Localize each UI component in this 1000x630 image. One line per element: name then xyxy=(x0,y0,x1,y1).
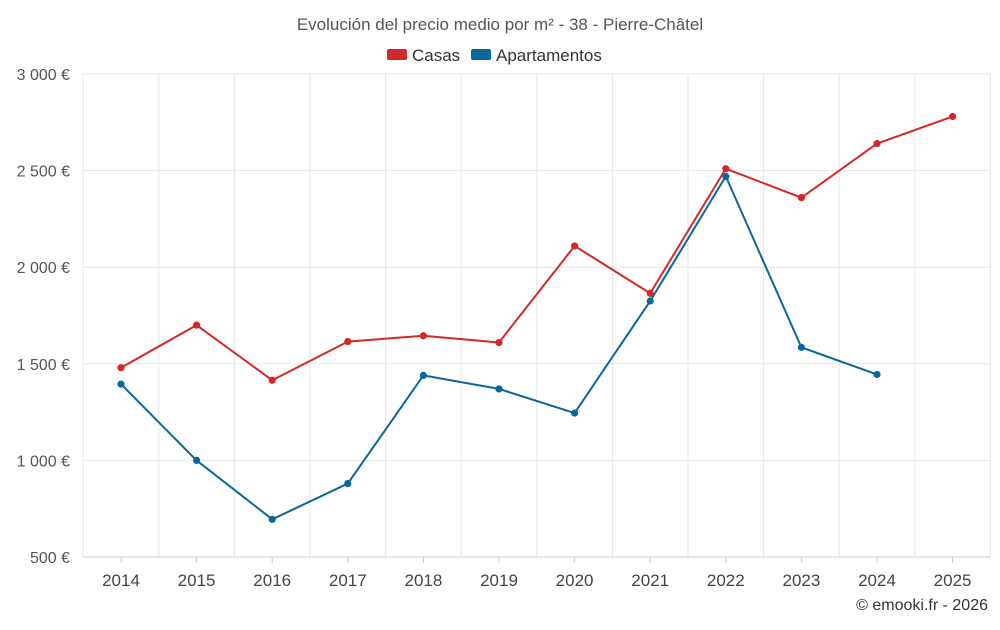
data-point-casas[interactable] xyxy=(419,332,427,340)
x-tick-label: 2024 xyxy=(858,571,896,590)
chart-title: Evolución del precio medio por m² - 38 -… xyxy=(297,15,703,34)
data-point-casas[interactable] xyxy=(193,321,201,329)
data-point-apartamentos[interactable] xyxy=(722,172,730,180)
legend-label-apartamentos: Apartamentos xyxy=(496,46,602,65)
x-tick-label: 2022 xyxy=(707,571,745,590)
x-tick-label: 2015 xyxy=(178,571,216,590)
y-tick-label: 2 000 € xyxy=(17,260,70,277)
data-point-apartamentos[interactable] xyxy=(797,343,806,351)
x-tick-label: 2020 xyxy=(556,571,594,590)
x-tick-label: 2023 xyxy=(782,571,820,590)
y-tick-label: 1 000 € xyxy=(17,453,70,470)
data-point-apartamentos[interactable] xyxy=(193,456,201,464)
data-point-apartamentos[interactable] xyxy=(117,380,125,388)
series-line-casas xyxy=(120,115,953,382)
credit-text: © emooki.fr - 2026 xyxy=(856,597,988,614)
data-point-casas[interactable] xyxy=(344,337,352,346)
data-point-apartamentos[interactable] xyxy=(419,371,427,379)
axes: 500 € 1 000 € 1 500 € 2 000 € 2 500 € 3 000 €… xyxy=(17,67,990,590)
y-tick-label: 3 000 € xyxy=(17,67,70,84)
x-tick-label: 2019 xyxy=(480,571,518,590)
data-point-casas[interactable] xyxy=(495,338,503,347)
grid xyxy=(82,73,991,558)
data-point-apartamentos[interactable] xyxy=(571,409,579,417)
data-point-casas[interactable] xyxy=(722,165,730,173)
legend-label-casas: Casas xyxy=(412,46,460,65)
x-tick-label: 2016 xyxy=(253,571,291,590)
data-point-apartamentos[interactable] xyxy=(873,370,881,379)
data-point-casas[interactable] xyxy=(268,376,276,384)
legend: Casas Apartamentos xyxy=(387,46,602,65)
x-tick-label: 2025 xyxy=(934,571,972,590)
data-point-casas[interactable] xyxy=(646,289,654,297)
x-tick-label: 2017 xyxy=(329,571,367,590)
x-tick-label: 2014 xyxy=(102,571,140,590)
legend-swatch-casas xyxy=(387,49,407,60)
data-point-casas[interactable] xyxy=(949,112,957,121)
legend-item-casas[interactable]: Casas xyxy=(387,46,460,65)
legend-swatch-apartamentos xyxy=(471,49,491,60)
series xyxy=(117,112,957,523)
data-point-casas[interactable] xyxy=(873,139,881,148)
y-tick-label: 2 500 € xyxy=(17,164,70,181)
data-point-apartamentos[interactable] xyxy=(495,385,503,393)
data-point-apartamentos[interactable] xyxy=(646,297,654,305)
y-tick-label: 1 500 € xyxy=(17,357,70,374)
legend-item-apartamentos[interactable]: Apartamentos xyxy=(471,46,602,65)
data-point-apartamentos[interactable] xyxy=(268,515,276,523)
data-point-casas[interactable] xyxy=(797,194,806,202)
y-tick-label: 500 € xyxy=(30,550,70,567)
data-point-casas[interactable] xyxy=(117,364,125,372)
x-tick-label: 2021 xyxy=(631,571,669,590)
x-tick-label: 2018 xyxy=(404,571,442,590)
data-point-apartamentos[interactable] xyxy=(344,479,352,488)
data-point-casas[interactable] xyxy=(571,242,579,250)
